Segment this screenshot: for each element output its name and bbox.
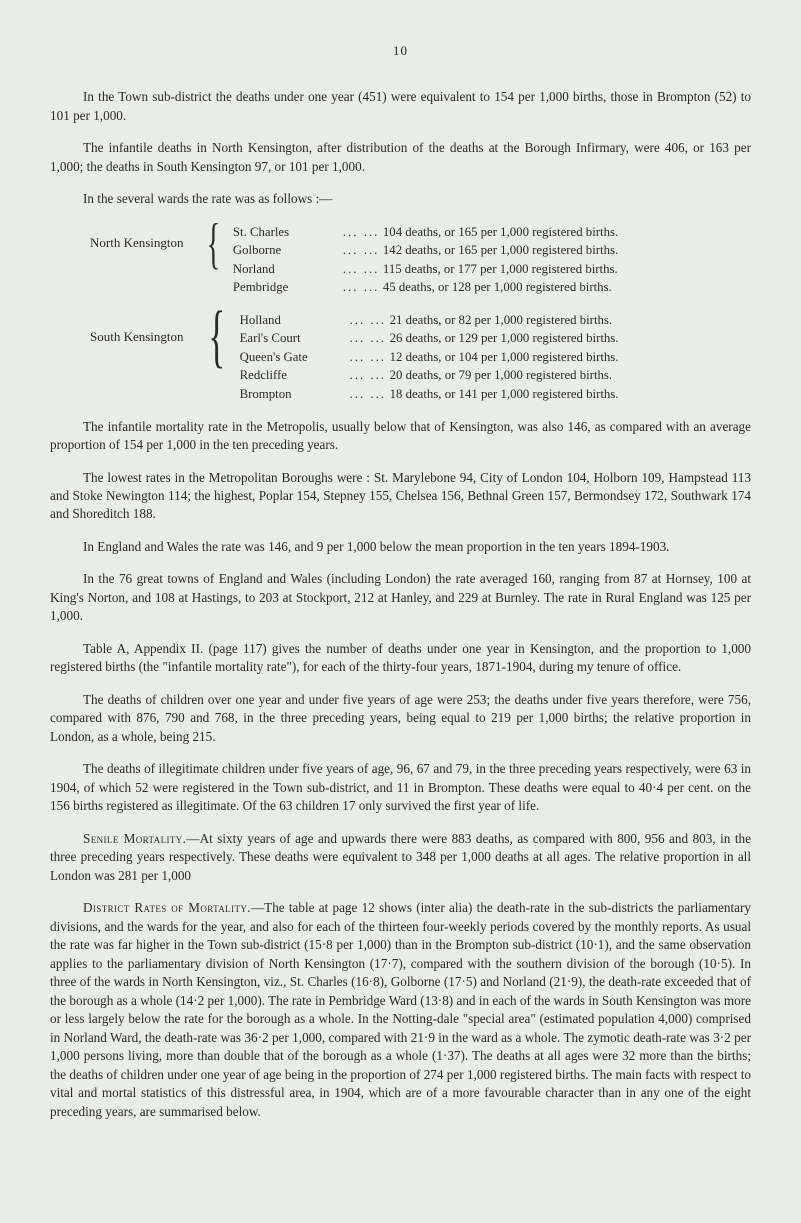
ward-line: Holland ... ... 21 deaths, or 82 per 1,0… <box>240 311 751 330</box>
leader-dots: ... ... <box>343 223 383 242</box>
ward-stat: 142 deaths, or 165 per 1,000 registered … <box>383 241 751 260</box>
leader-dots: ... ... <box>343 278 383 297</box>
paragraph: In the several wards the rate was as fol… <box>50 190 751 208</box>
ward-line: Golborne ... ... 142 deaths, or 165 per … <box>233 241 751 260</box>
ward-name: Earl's Court <box>240 329 350 348</box>
ward-name: St. Charles <box>233 223 343 242</box>
ward-line: St. Charles ... ... 104 deaths, or 165 p… <box>233 223 751 242</box>
brace-icon: { <box>208 311 225 364</box>
brace-icon: { <box>207 223 220 265</box>
ward-lines: St. Charles ... ... 104 deaths, or 165 p… <box>233 223 751 297</box>
ward-line: Earl's Court ... ... 26 deaths, or 129 p… <box>240 329 751 348</box>
leader-dots: ... ... <box>350 366 390 385</box>
ward-line: Brompton ... ... 18 deaths, or 141 per 1… <box>240 385 751 404</box>
ward-stat: 26 deaths, or 129 per 1,000 registered b… <box>390 329 751 348</box>
ward-stat: 115 deaths, or 177 per 1,000 registered … <box>383 260 751 279</box>
ward-name: Golborne <box>233 241 343 260</box>
ward-name: Queen's Gate <box>240 348 350 367</box>
paragraph: The infantile mortality rate in the Metr… <box>50 418 751 455</box>
ward-stat: 20 deaths, or 79 per 1,000 registered bi… <box>390 366 751 385</box>
ward-table-north: North Kensington { St. Charles ... ... 1… <box>50 223 751 297</box>
paragraph: The infantile deaths in North Kensington… <box>50 139 751 176</box>
ward-name: Brompton <box>240 385 350 404</box>
paragraph: The deaths of illegitimate children unde… <box>50 760 751 815</box>
ward-line: Norland ... ... 115 deaths, or 177 per 1… <box>233 260 751 279</box>
leader-dots: ... ... <box>343 260 383 279</box>
ward-group-label: South Kensington <box>50 311 200 346</box>
section-heading: District Rates of Mortality. <box>83 900 251 915</box>
paragraph: The deaths of children over one year and… <box>50 691 751 746</box>
ward-group: North Kensington { St. Charles ... ... 1… <box>50 223 751 297</box>
leader-dots: ... ... <box>350 329 390 348</box>
ward-stat: 104 deaths, or 165 per 1,000 registered … <box>383 223 751 242</box>
leader-dots: ... ... <box>343 241 383 260</box>
paragraph: In the 76 great towns of England and Wal… <box>50 570 751 625</box>
ward-lines: Holland ... ... 21 deaths, or 82 per 1,0… <box>240 311 751 404</box>
ward-group: South Kensington { Holland ... ... 21 de… <box>50 311 751 404</box>
ward-name: Holland <box>240 311 350 330</box>
paragraph: The lowest rates in the Metropolitan Bor… <box>50 469 751 524</box>
ward-stat: 45 deaths, or 128 per 1,000 registered b… <box>383 278 751 297</box>
paragraph: Table A, Appendix II. (page 117) gives t… <box>50 640 751 677</box>
ward-stat: 18 deaths, or 141 per 1,000 registered b… <box>390 385 751 404</box>
paragraph-body: —The table at page 12 shows (inter alia)… <box>50 900 751 1118</box>
ward-group-label: North Kensington <box>50 223 200 252</box>
paragraph: In England and Wales the rate was 146, a… <box>50 538 751 556</box>
ward-line: Pembridge ... ... 45 deaths, or 128 per … <box>233 278 751 297</box>
leader-dots: ... ... <box>350 385 390 404</box>
ward-name: Pembridge <box>233 278 343 297</box>
ward-table-south: South Kensington { Holland ... ... 21 de… <box>50 311 751 404</box>
ward-line: Queen's Gate ... ... 12 deaths, or 104 p… <box>240 348 751 367</box>
ward-name: Norland <box>233 260 343 279</box>
leader-dots: ... ... <box>350 348 390 367</box>
ward-name: Redcliffe <box>240 366 350 385</box>
section-heading: Senile Mortality. <box>83 831 186 846</box>
ward-stat: 21 deaths, or 82 per 1,000 registered bi… <box>390 311 751 330</box>
document-page: 10 In the Town sub-district the deaths u… <box>0 0 801 1223</box>
paragraph-senile-mortality: Senile Mortality.—At sixty years of age … <box>50 830 751 885</box>
page-number: 10 <box>50 42 751 60</box>
paragraph: In the Town sub-district the deaths unde… <box>50 88 751 125</box>
ward-stat: 12 deaths, or 104 per 1,000 registered b… <box>390 348 751 367</box>
leader-dots: ... ... <box>350 311 390 330</box>
paragraph-district-rates: District Rates of Mortality.—The table a… <box>50 899 751 1121</box>
ward-line: Redcliffe ... ... 20 deaths, or 79 per 1… <box>240 366 751 385</box>
